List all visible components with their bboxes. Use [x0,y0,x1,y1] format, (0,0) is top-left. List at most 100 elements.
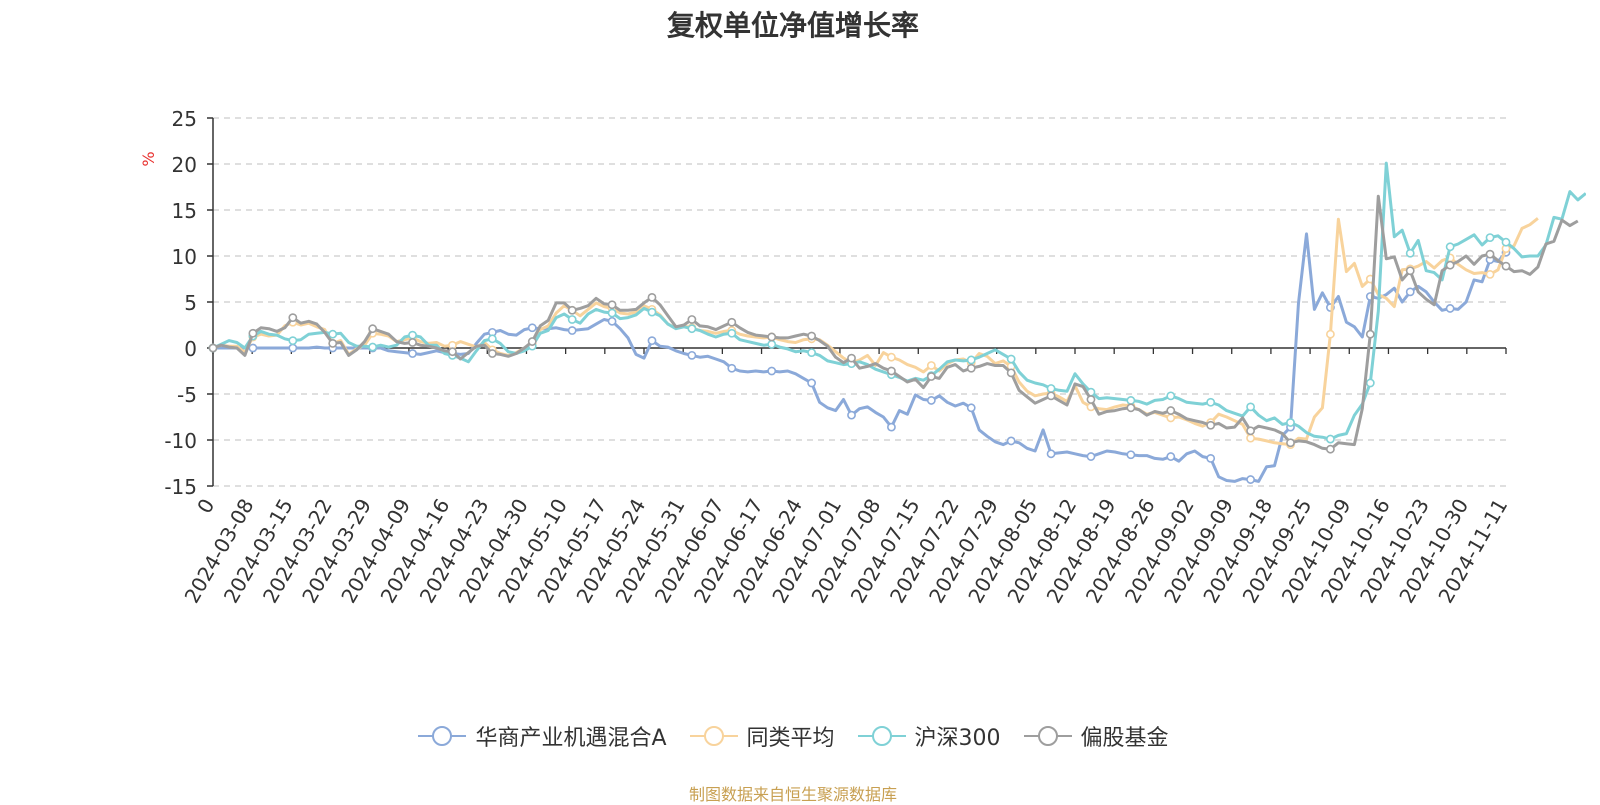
series-4 [208,194,1579,454]
data-point [487,334,497,344]
data-point [408,330,417,340]
data-point [607,300,617,310]
legend-line-circle-icon [1023,726,1072,746]
data-point [1246,402,1255,412]
data-point [607,308,617,318]
legend-label: 同类平均 [746,726,835,751]
data-point [1326,434,1335,444]
data-point [1086,452,1096,461]
data-point [807,348,817,357]
data-point [1326,329,1335,339]
data-point [567,315,577,324]
legend-item-2[interactable]: 同类平均 [689,720,835,752]
data-point [1326,444,1335,454]
data-point [1246,475,1255,484]
data-point [1166,391,1176,401]
data-point [1046,391,1056,401]
data-point [727,317,737,327]
data-point [687,315,697,324]
data-point [767,339,777,349]
data-point [887,422,896,432]
data-point [1405,287,1415,297]
data-point [887,366,896,376]
y-axis: 25 20 15 10 5 0 -5 -10 -15 [164,107,214,499]
data-point [208,343,218,353]
data-point [887,352,896,362]
data-point [1405,248,1415,258]
x-tick-label: 0 [192,495,219,518]
data-point [926,361,936,370]
data-point [1206,453,1216,463]
data-point [328,338,338,348]
data-point [1286,418,1295,427]
y-axis-unit-label: % [139,151,158,166]
data-point [1046,449,1056,459]
y-tick-label: 10 [172,245,197,269]
legend-item-4[interactable]: 偏股基金 [1023,720,1169,752]
data-point [1485,269,1495,279]
data-point [647,307,657,317]
series-group [208,161,1586,484]
data-point [727,363,737,373]
data-point [767,332,777,342]
data-point [727,328,737,338]
y-tick-label: 0 [184,337,197,361]
data-point [1166,406,1176,415]
data-point [288,343,298,353]
data-point [368,342,378,352]
y-tick-label: -5 [177,383,197,407]
y-tick-label: 25 [172,107,197,131]
legend-item-3[interactable]: 沪深300 [857,720,1001,752]
chart-title: 复权单位净值增长率 [666,9,919,42]
y-tick-label: -15 [164,475,197,499]
data-point [248,328,258,338]
data-point [1006,436,1016,446]
data-point [1086,395,1096,404]
data-point [1501,261,1511,271]
data-point [1166,413,1176,423]
data-point [1206,420,1216,430]
data-point [1501,237,1511,247]
data-point [966,355,976,365]
data-point [1126,403,1136,413]
data-point [1046,384,1056,393]
data-point [926,372,936,381]
y-tick-label: 20 [172,153,197,177]
data-point [1286,438,1295,448]
y-tick-label: 5 [184,291,197,315]
data-point [1246,433,1255,443]
data-point [966,403,976,413]
data-point [1166,452,1176,461]
data-point [847,353,856,363]
legend-line-circle-icon [689,726,738,746]
data-point [1365,329,1375,339]
data-point [647,292,657,302]
legend-line-circle-icon [418,726,467,746]
data-point [567,305,577,315]
legend-label: 偏股基金 [1080,726,1169,751]
legend-item-1[interactable]: 华商产业机遇混合A [417,720,667,752]
data-point [408,338,417,347]
data-point [807,378,817,388]
data-point [1246,426,1255,436]
legend-line-circle-icon [857,726,906,746]
data-point [1445,242,1455,252]
data-point [368,324,378,334]
data-point [647,336,657,346]
series-line [212,217,1539,447]
legend: 华商产业机遇混合A 同类平均 沪深300 偏股基金 [0,720,1586,752]
data-point [1485,249,1495,259]
data-point [767,366,777,376]
data-point [328,329,338,339]
data-source-note: 制图数据来自恒生聚源数据库 [688,785,897,804]
data-point [487,349,497,358]
data-point [1405,266,1415,276]
legend-label: 沪深300 [914,726,1001,751]
data-point [1485,233,1495,242]
data-point [926,396,936,405]
data-point [1126,450,1136,460]
data-point [1126,396,1136,405]
data-point [1206,397,1216,407]
data-point [288,336,298,346]
data-point [408,349,417,358]
